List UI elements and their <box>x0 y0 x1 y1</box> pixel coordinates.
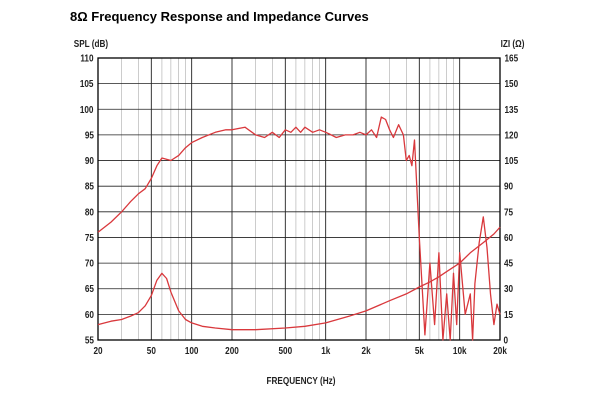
y-tick-label: 70 <box>85 258 94 269</box>
y-tick-label: 95 <box>85 130 94 141</box>
curves <box>97 116 501 341</box>
y-tick-label: 105 <box>80 78 94 89</box>
x-tick-label: 10k <box>453 345 467 356</box>
chart-title: 8Ω Frequency Response and Impedance Curv… <box>70 9 369 24</box>
y-tick-label: 80 <box>85 207 94 218</box>
y-tick-label: 75 <box>85 232 94 243</box>
spl-curve <box>97 116 501 341</box>
y2-tick-label: 150 <box>504 78 518 89</box>
y-tick-label: 60 <box>85 309 94 320</box>
y2-tick-label: 30 <box>504 283 513 294</box>
x-tick-label: 2k <box>362 345 372 356</box>
x-tick-label: 200 <box>225 345 239 356</box>
x-tick-label: 20k <box>493 345 507 356</box>
y-tick-label: 55 <box>85 335 94 346</box>
y2-axis-label: IZI (Ω) <box>501 38 525 49</box>
x-tick-label: 500 <box>278 345 292 356</box>
y-tick-label: 85 <box>85 181 94 192</box>
y2-tick-label: 105 <box>504 155 518 166</box>
plot-frame <box>97 57 501 341</box>
x-tick-label: 20 <box>93 345 102 356</box>
x-tick-label: 100 <box>185 345 199 356</box>
y2-tick-label: 90 <box>504 181 513 192</box>
y2-tick-label: 120 <box>504 130 518 141</box>
y2-tick-label: 45 <box>504 258 513 269</box>
y2-tick-label: 135 <box>504 104 518 115</box>
x-tick-label: 50 <box>147 345 156 356</box>
y-axis-label: SPL (dB) <box>74 38 108 49</box>
y2-tick-label: 60 <box>504 232 513 243</box>
y2-tick-label: 165 <box>504 53 518 64</box>
y2-tick-label: 0 <box>503 335 508 346</box>
x-tick-label: 5k <box>415 345 425 356</box>
y2-tick-label: 75 <box>504 207 513 218</box>
tick-labels: 1101051009590858075706560551651501351201… <box>80 53 518 356</box>
y-tick-label: 90 <box>85 155 94 166</box>
x-axis-label: FREQUENCY (Hz) <box>267 375 336 386</box>
grid-lines <box>98 58 500 340</box>
y-tick-label: 100 <box>80 104 94 115</box>
y2-tick-label: 15 <box>504 309 513 320</box>
impedance-curve <box>97 226 501 331</box>
x-tick-label: 1k <box>321 345 331 356</box>
y-tick-label: 110 <box>80 53 93 64</box>
y-tick-label: 65 <box>85 283 94 294</box>
